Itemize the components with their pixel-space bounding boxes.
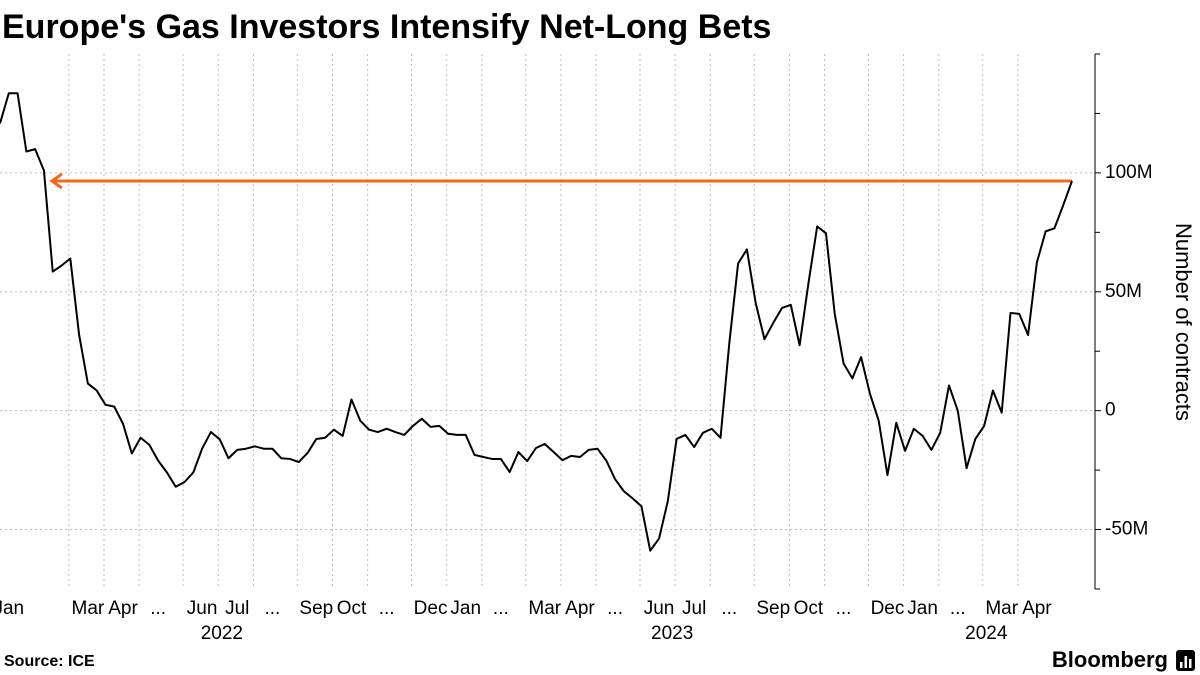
- x-group-label: 2022: [201, 623, 243, 644]
- x-tick-label: Jan: [907, 598, 938, 619]
- x-tick-label: Jun: [187, 598, 218, 619]
- x-tick-label: Mar: [72, 598, 105, 619]
- x-tick-label: Apr: [565, 598, 595, 619]
- x-tick-label: Apr: [108, 598, 138, 619]
- x-group-label: 2023: [651, 623, 693, 644]
- x-tick-label: Jul: [225, 598, 249, 619]
- brand: Bloomberg: [1052, 647, 1168, 672]
- y-tick-label: -50M: [1105, 519, 1148, 540]
- chart-title: Europe's Gas Investors Intensify Net-Lon…: [2, 8, 771, 46]
- y-tick-label: 0: [1105, 400, 1116, 421]
- x-tick-label: ...: [721, 598, 737, 619]
- x-tick-label: ...: [150, 598, 166, 619]
- x-tick-label: Jul: [682, 598, 706, 619]
- annotation-arrowhead: [49, 172, 63, 190]
- x-tick-label: Mar: [985, 598, 1018, 619]
- x-tick-label: ...: [379, 598, 395, 619]
- x-tick-label: Mar: [528, 598, 561, 619]
- y-tick-label: 100M: [1105, 162, 1153, 183]
- line-series: [0, 92, 1073, 552]
- y-tick-label: 50M: [1105, 281, 1142, 302]
- x-tick-label: Apr: [1022, 598, 1052, 619]
- x-tick-label: Dec: [871, 598, 905, 619]
- x-group-label: 2024: [965, 623, 1008, 644]
- x-tick-label: ...: [493, 598, 509, 619]
- x-tick-label: ...: [950, 598, 966, 619]
- x-tick-label: Jan: [0, 598, 24, 619]
- source: Source: ICE: [4, 653, 95, 670]
- x-tick-label: ...: [264, 598, 280, 619]
- x-tick-label: Jan: [450, 598, 481, 619]
- x-tick-label: Dec: [414, 598, 448, 619]
- brand-icon: [1176, 650, 1195, 671]
- x-tick-label: Oct: [337, 598, 367, 619]
- x-tick-label: Sep: [756, 598, 790, 619]
- y-axis-title: Number of contracts: [1171, 223, 1196, 421]
- x-tick-label: ...: [836, 598, 852, 619]
- x-tick-label: Oct: [794, 598, 824, 619]
- x-tick-label: Sep: [299, 598, 333, 619]
- x-tick-label: Jun: [644, 598, 675, 619]
- x-tick-label: ...: [607, 598, 623, 619]
